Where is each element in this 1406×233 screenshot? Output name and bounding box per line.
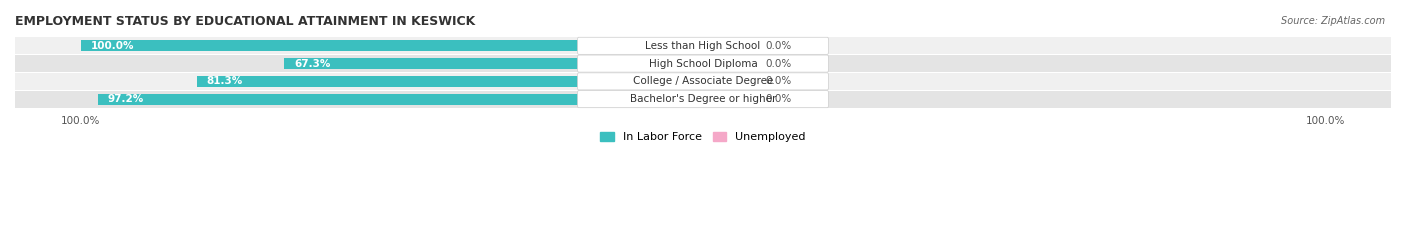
Text: 0.0%: 0.0%: [765, 41, 792, 51]
Text: 100.0%: 100.0%: [90, 41, 134, 51]
Text: 97.2%: 97.2%: [108, 94, 143, 104]
Text: EMPLOYMENT STATUS BY EDUCATIONAL ATTAINMENT IN KESWICK: EMPLOYMENT STATUS BY EDUCATIONAL ATTAINM…: [15, 15, 475, 28]
FancyBboxPatch shape: [578, 73, 828, 90]
Bar: [703, 58, 755, 69]
Bar: [284, 58, 703, 69]
FancyBboxPatch shape: [578, 55, 828, 72]
Text: 0.0%: 0.0%: [765, 94, 792, 104]
Bar: [703, 76, 755, 87]
Bar: [15, 38, 1391, 54]
Bar: [703, 94, 755, 105]
Bar: [15, 55, 1391, 72]
FancyBboxPatch shape: [578, 37, 828, 54]
FancyBboxPatch shape: [578, 91, 828, 108]
Bar: [98, 94, 703, 105]
Text: 81.3%: 81.3%: [207, 76, 243, 86]
Text: Source: ZipAtlas.com: Source: ZipAtlas.com: [1281, 16, 1385, 26]
Bar: [15, 91, 1391, 108]
Text: College / Associate Degree: College / Associate Degree: [633, 76, 773, 86]
Bar: [15, 73, 1391, 90]
Text: 0.0%: 0.0%: [765, 58, 792, 69]
Text: 0.0%: 0.0%: [765, 76, 792, 86]
Text: High School Diploma: High School Diploma: [648, 58, 758, 69]
Bar: [80, 40, 703, 51]
Text: Less than High School: Less than High School: [645, 41, 761, 51]
Text: 67.3%: 67.3%: [294, 58, 330, 69]
Bar: [703, 40, 755, 51]
Legend: In Labor Force, Unemployed: In Labor Force, Unemployed: [596, 127, 810, 147]
Text: Bachelor's Degree or higher: Bachelor's Degree or higher: [630, 94, 776, 104]
Bar: [197, 76, 703, 87]
